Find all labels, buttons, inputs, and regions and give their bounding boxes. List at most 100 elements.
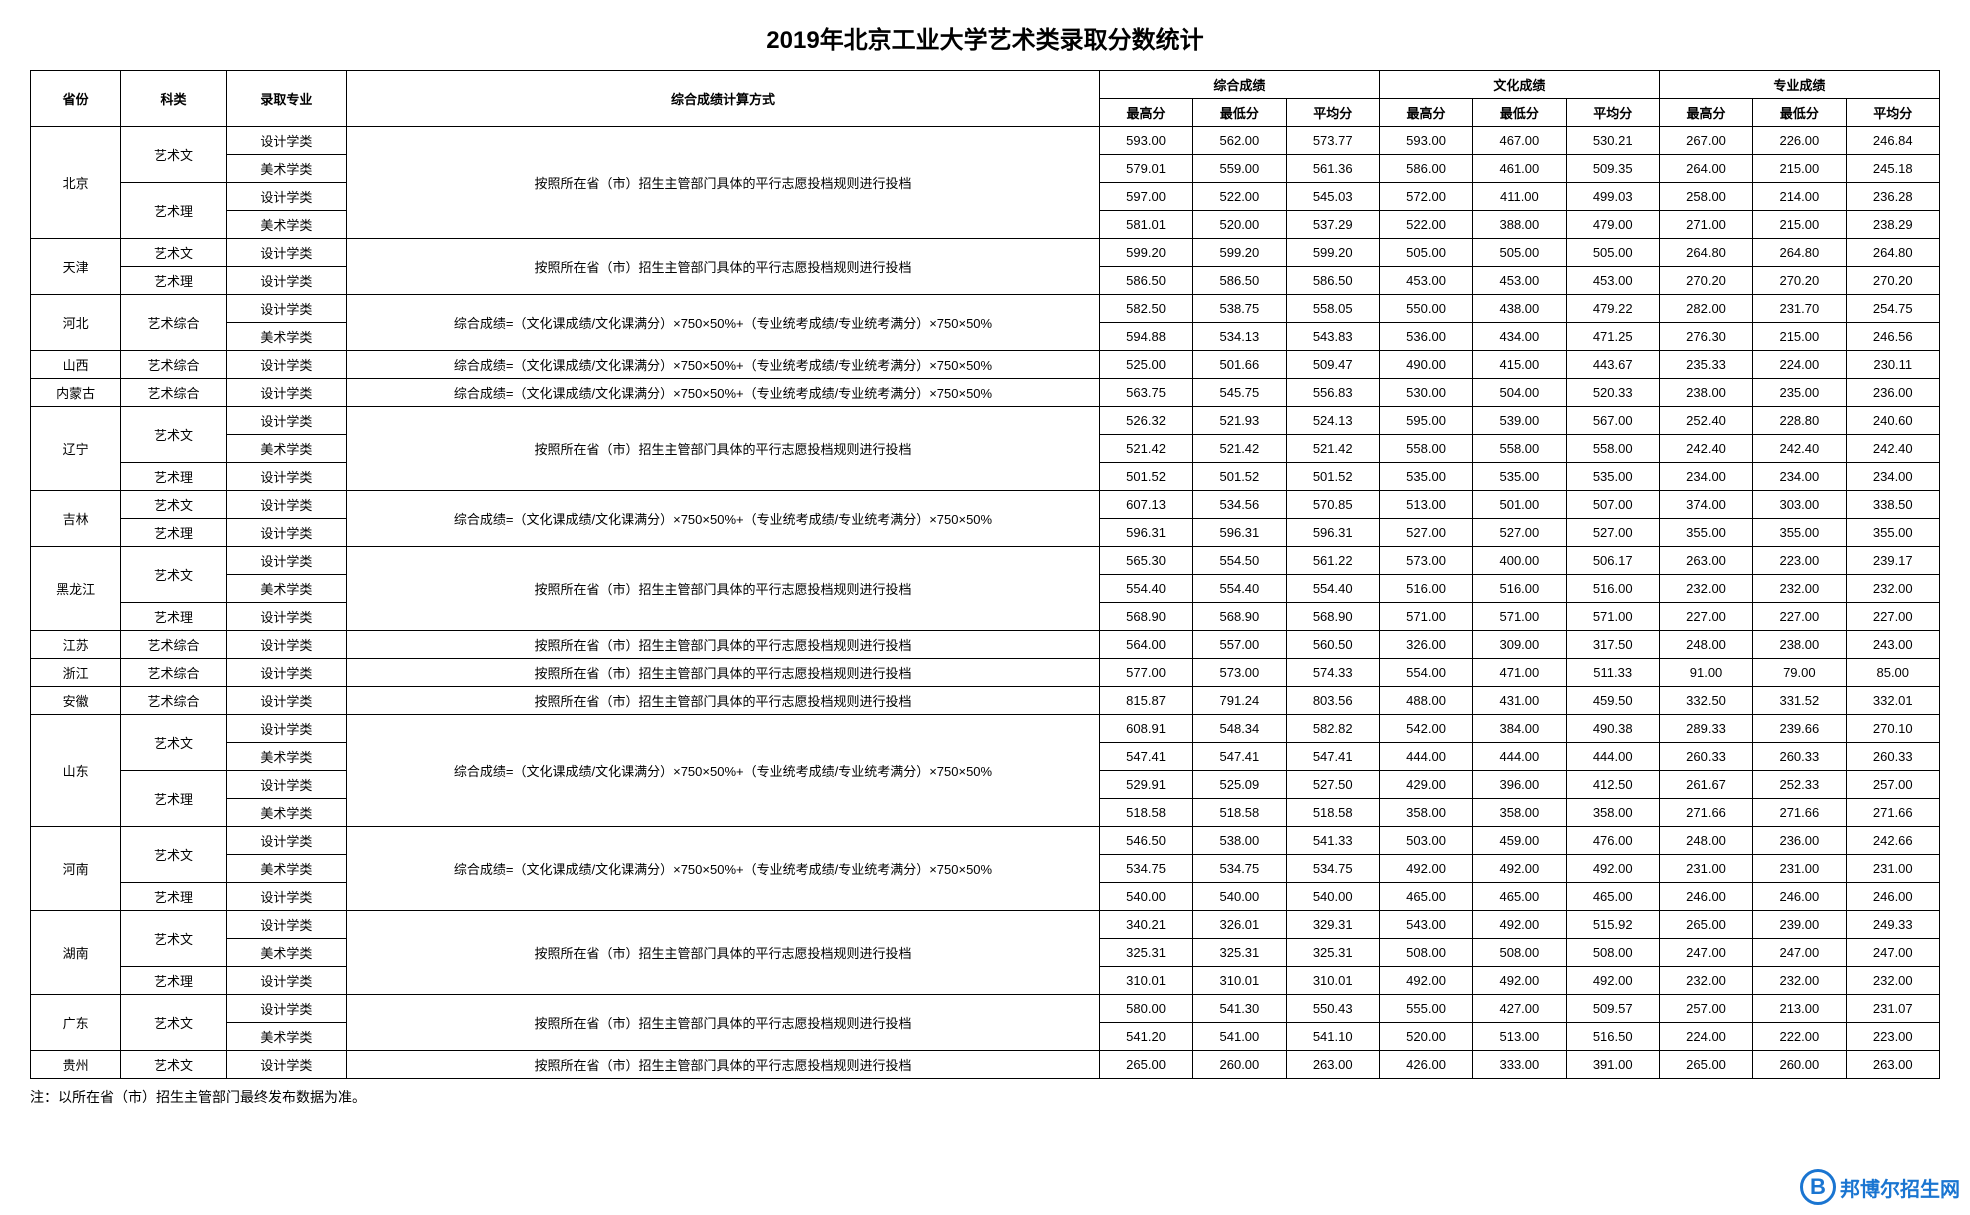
cell-score: 374.00 <box>1659 491 1752 519</box>
cell-score: 271.00 <box>1659 211 1752 239</box>
cell-major: 设计学类 <box>226 379 346 407</box>
cell-category: 艺术综合 <box>121 379 226 407</box>
cell-score: 558.00 <box>1473 435 1566 463</box>
cell-major: 设计学类 <box>226 995 346 1023</box>
cell-score: 492.00 <box>1473 967 1566 995</box>
cell-score: 228.80 <box>1753 407 1846 435</box>
cell-score: 543.00 <box>1379 911 1472 939</box>
cell-score: 554.40 <box>1193 575 1286 603</box>
cell-score: 264.80 <box>1753 239 1846 267</box>
cell-score: 246.56 <box>1846 323 1939 351</box>
cell-formula: 按照所在省（市）招生主管部门具体的平行志愿投档规则进行投档 <box>347 239 1100 295</box>
cell-score: 213.00 <box>1753 995 1846 1023</box>
cell-score: 572.00 <box>1379 183 1472 211</box>
cell-score: 355.00 <box>1753 519 1846 547</box>
cell-score: 248.00 <box>1659 827 1752 855</box>
cell-score: 507.00 <box>1566 491 1659 519</box>
cell-major: 设计学类 <box>226 127 346 155</box>
cell-score: 492.00 <box>1379 967 1472 995</box>
cell-score: 467.00 <box>1473 127 1566 155</box>
cell-score: 235.00 <box>1753 379 1846 407</box>
cell-score: 562.00 <box>1193 127 1286 155</box>
cell-score: 358.00 <box>1473 799 1566 827</box>
cell-category: 艺术理 <box>121 267 226 295</box>
header-major: 录取专业 <box>226 71 346 127</box>
cell-major: 美术学类 <box>226 743 346 771</box>
score-table: 省份 科类 录取专业 综合成绩计算方式 综合成绩 文化成绩 专业成绩 最高分 最… <box>30 70 1940 1079</box>
cell-formula: 按照所在省（市）招生主管部门具体的平行志愿投档规则进行投档 <box>347 407 1100 491</box>
cell-score: 231.00 <box>1753 855 1846 883</box>
cell-score: 521.93 <box>1193 407 1286 435</box>
cell-major: 设计学类 <box>226 351 346 379</box>
cell-score: 541.30 <box>1193 995 1286 1023</box>
cell-province: 内蒙古 <box>31 379 121 407</box>
cell-score: 565.30 <box>1099 547 1192 575</box>
cell-score: 332.01 <box>1846 687 1939 715</box>
cell-formula: 按照所在省（市）招生主管部门具体的平行志愿投档规则进行投档 <box>347 911 1100 995</box>
cell-score: 289.33 <box>1659 715 1752 743</box>
brand-text: 邦博尔招生网 <box>1840 1173 1960 1202</box>
cell-score: 558.05 <box>1286 295 1379 323</box>
cell-score: 595.00 <box>1379 407 1472 435</box>
cell-major: 设计学类 <box>226 911 346 939</box>
cell-score: 534.56 <box>1193 491 1286 519</box>
cell-score: 261.67 <box>1659 771 1752 799</box>
cell-score: 599.20 <box>1193 239 1286 267</box>
cell-score: 534.75 <box>1193 855 1286 883</box>
cell-score: 358.00 <box>1566 799 1659 827</box>
cell-score: 596.31 <box>1286 519 1379 547</box>
cell-score: 607.13 <box>1099 491 1192 519</box>
cell-score: 223.00 <box>1753 547 1846 575</box>
cell-province: 浙江 <box>31 659 121 687</box>
cell-score: 534.75 <box>1286 855 1379 883</box>
cell-score: 236.00 <box>1753 827 1846 855</box>
cell-score: 223.00 <box>1846 1023 1939 1051</box>
cell-score: 509.47 <box>1286 351 1379 379</box>
cell-score: 501.66 <box>1193 351 1286 379</box>
cell-score: 571.00 <box>1566 603 1659 631</box>
cell-score: 521.42 <box>1286 435 1379 463</box>
cell-score: 476.00 <box>1566 827 1659 855</box>
cell-score: 215.00 <box>1753 323 1846 351</box>
cell-score: 538.75 <box>1193 295 1286 323</box>
cell-score: 505.00 <box>1566 239 1659 267</box>
cell-major: 美术学类 <box>226 435 346 463</box>
cell-category: 艺术文 <box>121 491 226 519</box>
cell-major: 设计学类 <box>226 547 346 575</box>
cell-score: 260.00 <box>1193 1051 1286 1079</box>
cell-score: 516.00 <box>1473 575 1566 603</box>
watermark-logo: B 邦博尔招生网 <box>1800 1169 1960 1205</box>
footnote: 注：以所在省（市）招生主管部门最终发布数据为准。 <box>30 1087 1940 1107</box>
cell-score: 232.00 <box>1659 575 1752 603</box>
cell-major: 设计学类 <box>226 659 346 687</box>
cell-score: 232.00 <box>1659 967 1752 995</box>
header-group-composite: 综合成绩 <box>1099 71 1379 99</box>
cell-score: 568.90 <box>1193 603 1286 631</box>
cell-score: 581.01 <box>1099 211 1192 239</box>
cell-score: 429.00 <box>1379 771 1472 799</box>
cell-score: 358.00 <box>1379 799 1472 827</box>
cell-score: 539.00 <box>1473 407 1566 435</box>
cell-category: 艺术综合 <box>121 351 226 379</box>
cell-score: 238.29 <box>1846 211 1939 239</box>
cell-major: 设计学类 <box>226 771 346 799</box>
cell-score: 508.00 <box>1379 939 1472 967</box>
cell-major: 美术学类 <box>226 1023 346 1051</box>
cell-score: 527.00 <box>1473 519 1566 547</box>
cell-province: 辽宁 <box>31 407 121 491</box>
cell-score: 265.00 <box>1659 911 1752 939</box>
cell-score: 582.50 <box>1099 295 1192 323</box>
cell-score: 230.11 <box>1846 351 1939 379</box>
header-category: 科类 <box>121 71 226 127</box>
cell-formula: 综合成绩=（文化课成绩/文化课满分）×750×50%+（专业统考成绩/专业统考满… <box>347 295 1100 351</box>
cell-score: 504.00 <box>1473 379 1566 407</box>
cell-score: 540.00 <box>1099 883 1192 911</box>
cell-formula: 综合成绩=（文化课成绩/文化课满分）×750×50%+（专业统考成绩/专业统考满… <box>347 379 1100 407</box>
cell-score: 276.30 <box>1659 323 1752 351</box>
cell-major: 设计学类 <box>226 183 346 211</box>
table-row: 北京艺术文设计学类按照所在省（市）招生主管部门具体的平行志愿投档规则进行投档59… <box>31 127 1940 155</box>
cell-score: 538.00 <box>1193 827 1286 855</box>
cell-province: 河南 <box>31 827 121 911</box>
cell-major: 设计学类 <box>226 883 346 911</box>
cell-major: 设计学类 <box>226 239 346 267</box>
